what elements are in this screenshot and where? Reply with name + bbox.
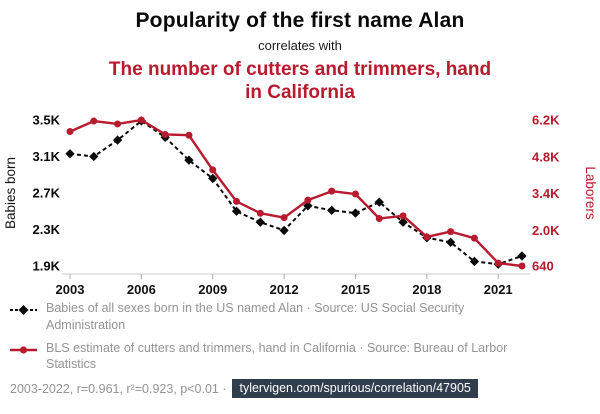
svg-text:Laborers: Laborers bbox=[583, 167, 598, 221]
correlation-line-chart: 2003 2006 2009 2012 2015 2018 2021 1.9K 2.3K 2.7K… bbox=[3, 113, 598, 298]
legend-item-laborers: BLS estimate of cutters and trimmers, ha… bbox=[10, 340, 590, 373]
svg-text:1.9K: 1.9K bbox=[33, 259, 61, 274]
svg-text:2015: 2015 bbox=[341, 282, 370, 297]
svg-text:4.8K: 4.8K bbox=[532, 150, 560, 165]
svg-text:2009: 2009 bbox=[198, 282, 227, 297]
legend-label-babies: Babies of all sexes born in the US named… bbox=[46, 301, 465, 332]
svg-text:6.2K: 6.2K bbox=[532, 113, 560, 128]
svg-text:3.4K: 3.4K bbox=[532, 186, 560, 201]
svg-text:Babies born: Babies born bbox=[3, 157, 18, 229]
legend: Babies of all sexes born in the US named… bbox=[0, 300, 600, 372]
svg-text:2012: 2012 bbox=[270, 282, 299, 297]
svg-text:3.5K: 3.5K bbox=[33, 113, 61, 128]
svg-text:2.3K: 2.3K bbox=[33, 222, 61, 237]
dashed-diamond-series-marker-icon bbox=[10, 305, 37, 316]
svg-text:2021: 2021 bbox=[484, 282, 513, 297]
stats-text: 2003-2022, r=0.961, r²=0.923, p<0.01 · bbox=[10, 381, 227, 396]
svg-text:2.7K: 2.7K bbox=[33, 186, 61, 201]
svg-text:2003: 2003 bbox=[56, 282, 85, 297]
solid-circle-series-marker-icon bbox=[10, 346, 37, 354]
correlates-with-label: correlates with bbox=[258, 38, 342, 53]
chart-title: Popularity of the first name Alan bbox=[135, 9, 465, 32]
svg-text:3.1K: 3.1K bbox=[33, 149, 61, 164]
legend-label-laborers: BLS estimate of cutters and trimmers, ha… bbox=[46, 340, 508, 372]
legend-item-babies: Babies of all sexes born in the US named… bbox=[10, 300, 590, 333]
svg-text:640: 640 bbox=[532, 259, 554, 274]
source-url-badge[interactable]: tylervigen.com/spurious/correlation/4790… bbox=[232, 379, 478, 399]
chart-subtitle: The number of cutters and trimmers, hand… bbox=[108, 59, 492, 104]
footer: 2003-2022, r=0.961, r²=0.923, p<0.01 · t… bbox=[0, 379, 600, 399]
svg-text:2018: 2018 bbox=[412, 282, 441, 297]
svg-text:2006: 2006 bbox=[127, 282, 156, 297]
svg-text:2.0K: 2.0K bbox=[532, 223, 560, 238]
chart-area: 2003 2006 2009 2012 2015 2018 2021 1.9K 2.3K 2.7K… bbox=[0, 106, 600, 298]
